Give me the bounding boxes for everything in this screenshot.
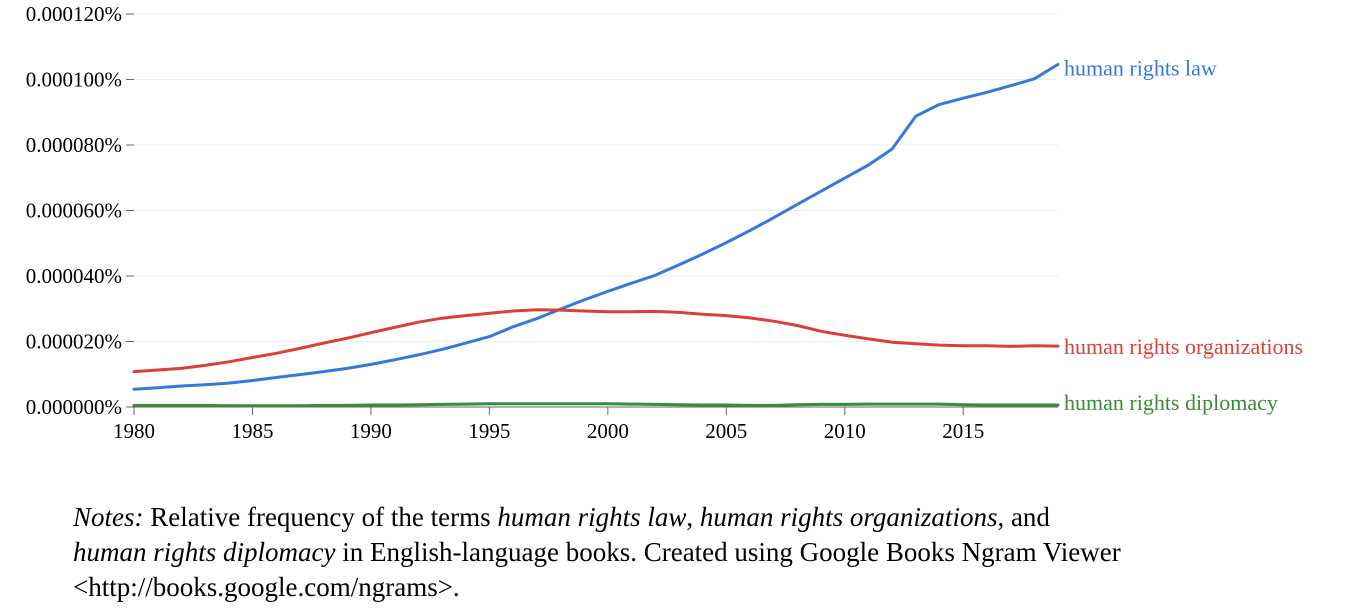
notes-sep-1: , [686, 502, 700, 532]
notes-sep-2: , and [997, 502, 1050, 532]
y-tick-label: 0.000040% [26, 264, 122, 288]
y-tick-label: 0.000000% [26, 395, 122, 419]
y-tick-label: 0.000100% [26, 68, 122, 92]
ngram-chart: 0.000000% 0.000020% 0.000040% 0.000060% 0.00… [26, 2, 1303, 443]
notes-term-3: human rights diplomacy [73, 537, 336, 567]
x-tick-label: 1980 [113, 419, 155, 443]
notes-term-1: human rights law [497, 502, 687, 532]
x-tick-label: 1995 [468, 419, 510, 443]
series-line-human-rights-diplomacy [132, 402, 1060, 408]
x-tick-label: 1990 [350, 419, 392, 443]
y-tick-label: 0.000020% [26, 330, 122, 354]
notes-text-2: in English-language books. Created using… [73, 537, 1121, 602]
x-tick-label: 2000 [587, 419, 629, 443]
x-tick-label: 2005 [705, 419, 747, 443]
series-line-human-rights-law [132, 62, 1060, 391]
x-tick-label: 1985 [231, 419, 273, 443]
series-label-human-rights-organizations: human rights organizations [1064, 334, 1303, 359]
series-line-human-rights-organizations [132, 308, 1060, 374]
chart-notes: Notes: Relative frequency of the terms h… [73, 500, 1273, 605]
chart-svg: 0.000000% 0.000020% 0.000040% 0.000060% 0.00… [26, 2, 1303, 443]
x-tick-label: 2010 [824, 419, 866, 443]
x-tick-label: 2015 [942, 419, 984, 443]
y-tick-label: 0.000120% [26, 2, 122, 26]
notes-prefix: Notes: [73, 502, 144, 532]
notes-text-1: Relative frequency of the terms [143, 502, 498, 532]
notes-term-2: human rights organizations [699, 502, 998, 532]
series-label-human-rights-diplomacy: human rights diplomacy [1064, 390, 1278, 415]
y-tick-label: 0.000060% [26, 199, 122, 223]
series-label-human-rights-law: human rights law [1064, 55, 1217, 80]
y-tick-label: 0.000080% [26, 133, 122, 157]
